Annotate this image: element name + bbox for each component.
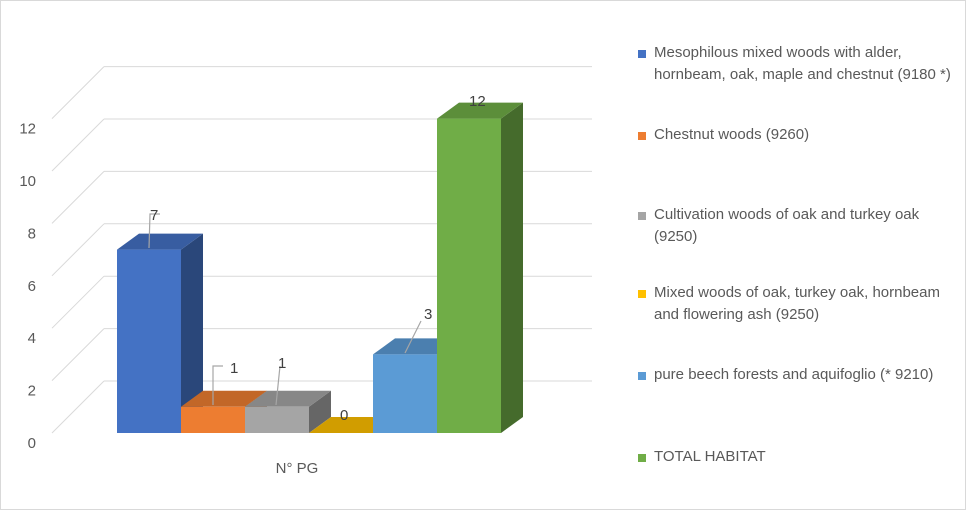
gridline-diagonal xyxy=(51,328,105,381)
x-category-label: N° PG xyxy=(276,460,319,477)
bar-side xyxy=(501,102,523,433)
legend-label: Mixed woods of oak, turkey oak, hornbeam… xyxy=(654,284,940,323)
gridline-diagonal xyxy=(51,223,105,277)
legend-swatch xyxy=(638,372,646,380)
data-label-leader xyxy=(404,320,422,354)
y-tick-label: 8 xyxy=(28,225,36,242)
y-tick-label: 4 xyxy=(28,330,36,347)
y-tick-label: 0 xyxy=(28,435,36,452)
gridline-diagonal xyxy=(51,171,105,224)
data-label: 7 xyxy=(150,207,158,224)
legend-swatch xyxy=(638,132,646,140)
legend-swatch xyxy=(638,290,646,298)
legend-swatch xyxy=(638,454,646,462)
y-tick-label: 6 xyxy=(28,278,36,295)
bar-top xyxy=(117,233,203,250)
legend-item: pure beech forests and aquifoglio (* 921… xyxy=(638,364,958,386)
data-label: 3 xyxy=(424,306,432,323)
gridline-diagonal xyxy=(51,275,105,329)
y-tick-label: 10 xyxy=(19,173,36,190)
legend-swatch xyxy=(638,212,646,220)
bar-top xyxy=(181,390,267,407)
legend-item: Cultivation woods of oak and turkey oak … xyxy=(638,204,958,248)
data-label: 1 xyxy=(230,360,238,377)
bar xyxy=(437,118,501,433)
y-tick-label: 2 xyxy=(28,383,36,400)
legend-swatch xyxy=(638,50,646,58)
legend-item: Chestnut woods (9260) xyxy=(638,124,958,146)
data-label-leader xyxy=(275,365,281,406)
legend-label: Mesophilous mixed woods with alder, horn… xyxy=(654,44,951,83)
bar-side xyxy=(181,233,203,433)
y-tick-label: 12 xyxy=(19,121,36,138)
gridline-diagonal xyxy=(51,66,105,119)
bar xyxy=(117,249,181,433)
data-label: 12 xyxy=(469,93,486,110)
data-label: 1 xyxy=(278,355,286,372)
legend-label: pure beech forests and aquifoglio (* 921… xyxy=(654,366,934,383)
bar xyxy=(245,406,309,433)
data-label-leader xyxy=(148,213,160,249)
legend-item: Mixed woods of oak, turkey oak, hornbeam… xyxy=(638,282,958,326)
bar-side xyxy=(309,390,331,433)
gridline-diagonal xyxy=(51,380,105,434)
data-label-leader xyxy=(212,365,223,405)
legend-label: Chestnut woods (9260) xyxy=(654,126,810,143)
bar xyxy=(181,406,245,433)
data-label: 0 xyxy=(340,407,348,424)
gridline-diagonal xyxy=(51,118,105,172)
bar-top xyxy=(437,102,523,119)
bar-top xyxy=(245,390,331,407)
legend-item: TOTAL HABITAT xyxy=(638,446,958,468)
legend-label: TOTAL HABITAT xyxy=(654,448,766,465)
bar xyxy=(373,354,437,433)
legend-item: Mesophilous mixed woods with alder, horn… xyxy=(638,42,958,86)
legend-label: Cultivation woods of oak and turkey oak … xyxy=(654,206,920,245)
